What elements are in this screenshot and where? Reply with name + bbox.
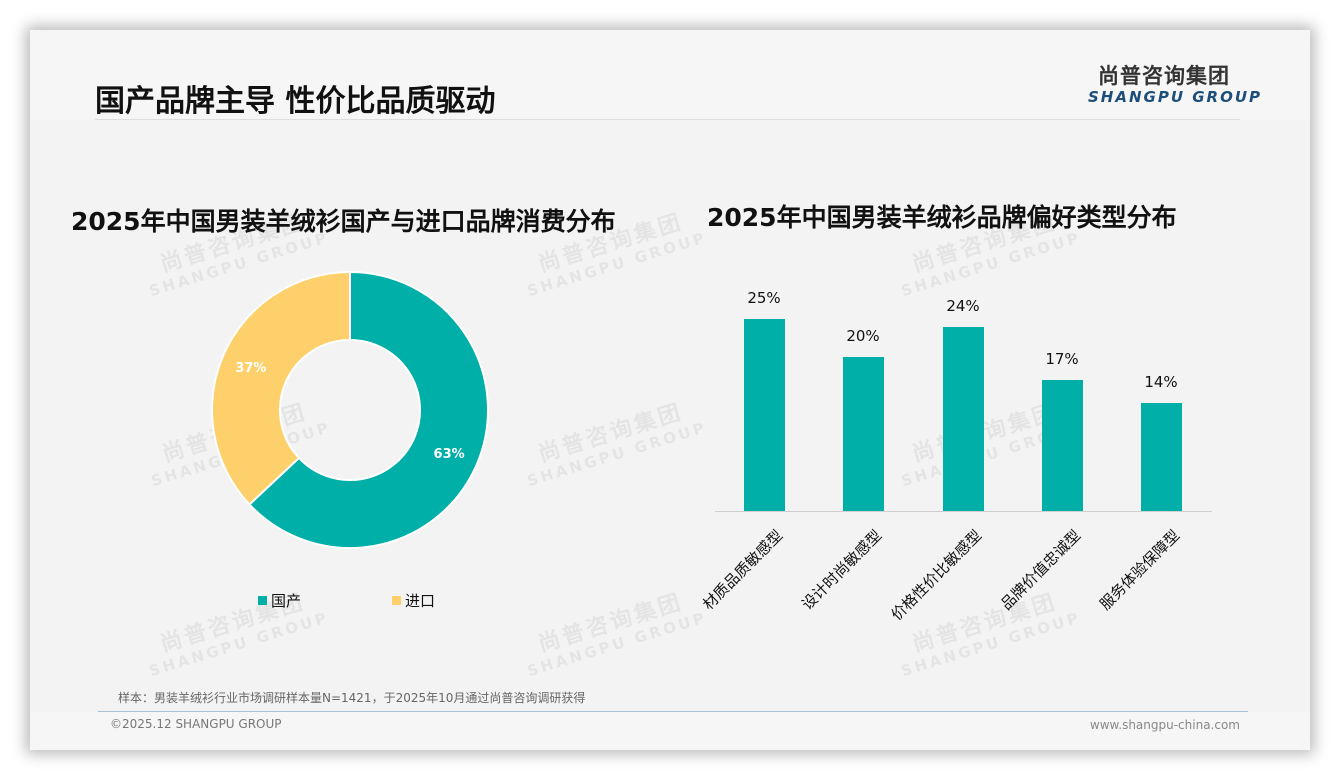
bar xyxy=(843,357,884,511)
donut-slice-imported xyxy=(211,270,351,506)
bar-chart-title: 2025年中国男装羊绒衫品牌偏好类型分布 xyxy=(707,203,1177,232)
x-axis-line xyxy=(715,511,1212,512)
header-band xyxy=(30,30,1310,120)
company-logo: 尚普咨询集团 SHANGPU GROUP xyxy=(1088,64,1263,106)
bar-category-label: 服务体验保障型 xyxy=(1096,526,1184,614)
footer-divider xyxy=(98,711,1248,712)
page-title: 国产品牌主导 性价比品质驱动 xyxy=(95,84,496,119)
donut-slice-domestic xyxy=(247,270,489,549)
bar-value-label: 25% xyxy=(747,289,781,307)
bar-category-label: 材质品质敏感型 xyxy=(699,526,787,614)
donut-value-label: 63% xyxy=(434,447,465,462)
bar xyxy=(744,319,785,511)
donut-value-label: 37% xyxy=(235,361,266,376)
bar-value-label: 20% xyxy=(846,327,880,345)
bar-value-label: 24% xyxy=(946,297,980,315)
legend-swatch xyxy=(392,596,401,605)
donut-chart-title: 2025年中国男装羊绒衫国产与进口品牌消费分布 xyxy=(71,207,616,236)
bar xyxy=(943,327,984,511)
bar-value-label: 17% xyxy=(1045,350,1079,368)
logo-en-text: SHANGPU GROUP xyxy=(1088,88,1263,106)
legend-swatch xyxy=(258,596,267,605)
legend-item: 进口 xyxy=(392,590,435,611)
legend-label: 进口 xyxy=(405,592,436,610)
bar-category-label: 设计时尚敏感型 xyxy=(798,526,886,614)
footer-band xyxy=(30,712,1310,750)
bar-category-label: 品牌价值忠诚型 xyxy=(997,526,1085,614)
donut-chart: 63% 37% xyxy=(211,270,489,549)
legend-label: 国产 xyxy=(271,592,302,610)
logo-cn-text: 尚普咨询集团 xyxy=(1098,64,1230,88)
bar-value-label: 14% xyxy=(1144,373,1178,391)
website-link[interactable]: www.shangpu-china.com xyxy=(1089,718,1240,732)
legend-item: 国产 xyxy=(258,590,301,611)
slide: 尚普咨询集团 SHANGPU GROUP 尚普咨询集团 SHANGPU GROUP 尚普… xyxy=(30,30,1310,750)
bar xyxy=(1141,403,1182,511)
bar xyxy=(1042,380,1083,511)
header-divider xyxy=(95,119,1240,120)
copyright-text: ©2025.12 SHANGPU GROUP xyxy=(110,717,282,731)
bar-category-label: 价格性价比敏感型 xyxy=(887,526,986,625)
bar-chart: 25% 材质品质敏感型 20% 设计时尚敏感型 24% 价格性价比敏感型 17% 品牌价值忠诚… xyxy=(699,280,1212,624)
sample-note: 样本：男装羊绒衫行业市场调研样本量N=1421，于2025年10月通过尚普咨询调… xyxy=(118,691,586,705)
